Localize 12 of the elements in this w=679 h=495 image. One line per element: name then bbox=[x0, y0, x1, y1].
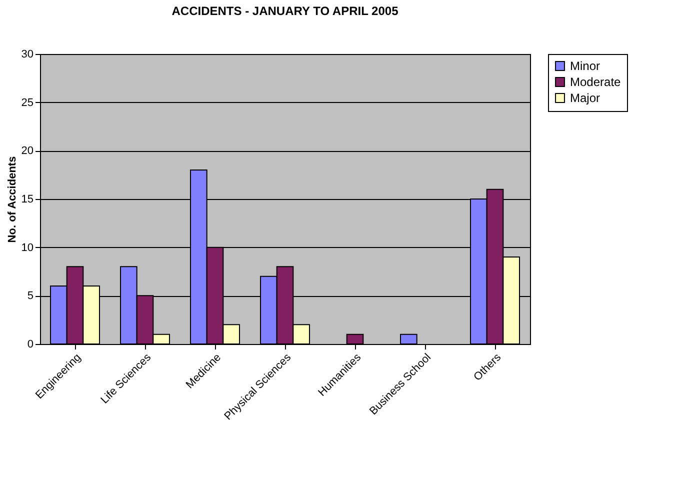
legend-label: Major bbox=[570, 91, 600, 105]
y-tick-label: 20 bbox=[21, 145, 34, 158]
y-tick-label: 10 bbox=[21, 242, 34, 254]
y-tick-label: 0 bbox=[27, 338, 34, 350]
y-tick-label: 25 bbox=[21, 96, 34, 109]
y-tick-label: 5 bbox=[27, 290, 34, 302]
y-axis-title: No. of Accidents bbox=[6, 156, 18, 243]
y-tick-label: 30 bbox=[21, 48, 34, 60]
chart-title: ACCIDENTS - JANUARY TO APRIL 2005 bbox=[172, 4, 399, 18]
y-tick-label: 15 bbox=[21, 194, 34, 206]
legend-label: Moderate bbox=[570, 75, 622, 89]
legend-label: Minor bbox=[570, 59, 600, 73]
